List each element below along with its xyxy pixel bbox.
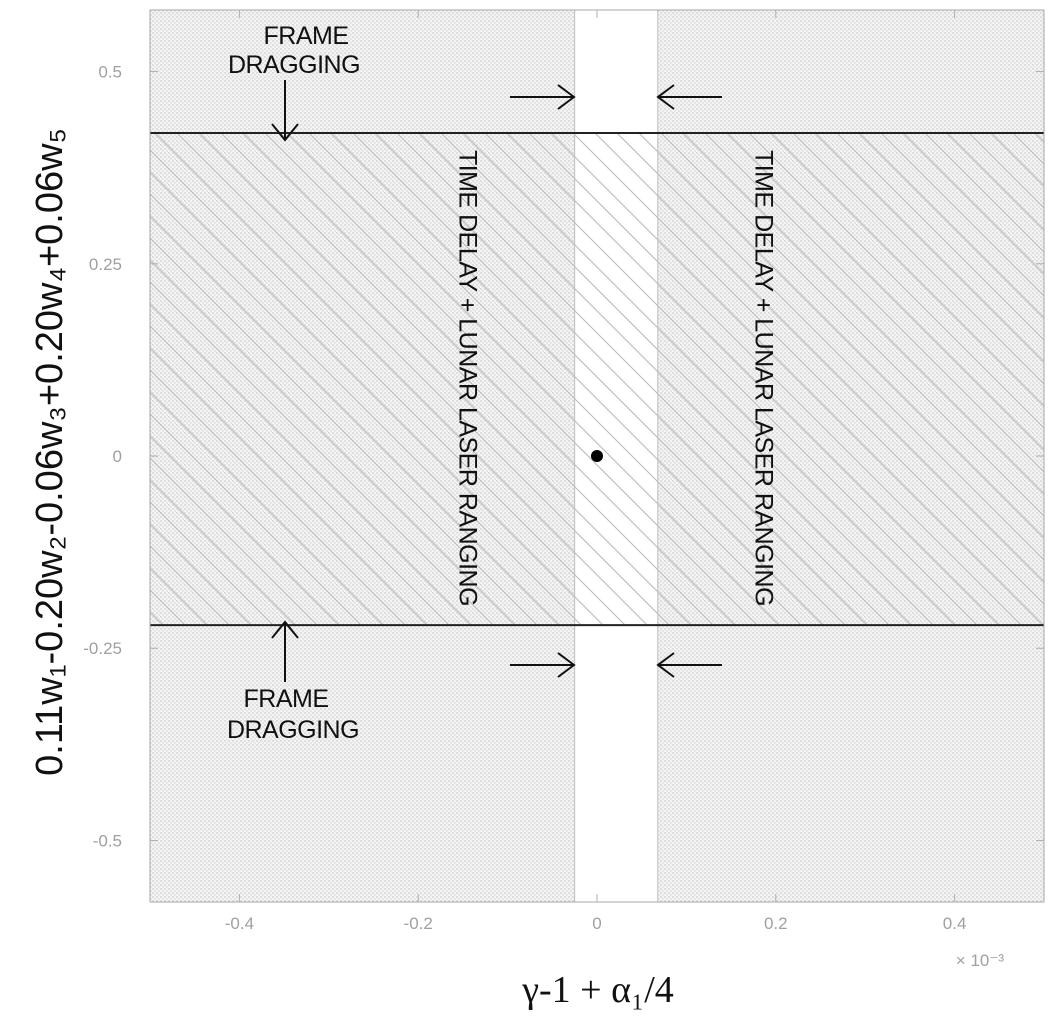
- time-delay-label-left: TIME DELAY + LUNAR LASER RANGING: [453, 150, 481, 606]
- frame-dragging-label-top: FRAME DRAGGING: [228, 22, 361, 79]
- arrow-right-icon: [510, 84, 576, 110]
- x-tick-label: 0.4: [943, 914, 967, 933]
- y-tick-label: 0.25: [89, 255, 122, 274]
- frame-dragging-bottom-line1: FRAME: [244, 685, 329, 713]
- y-tick-label: -0.25: [83, 639, 122, 658]
- arrow-left-icon: [656, 84, 722, 110]
- x-axis-label: γ-1 + α₁/4: [521, 969, 674, 1011]
- annotation-arrows: [271, 80, 722, 682]
- y-tick-label: 0.5: [98, 63, 122, 82]
- gr-point: [591, 450, 603, 462]
- y-tick-label: -0.5: [93, 831, 122, 850]
- arrow-down-icon: [271, 80, 299, 142]
- frame-dragging-band: [150, 133, 1044, 626]
- frame-dragging-bottom-line2: DRAGGING: [227, 716, 359, 744]
- x-axis-multiplier: × 10⁻³: [956, 951, 1005, 970]
- frame-dragging-top-line2: DRAGGING: [228, 51, 360, 79]
- plot-area: [149, 9, 1045, 903]
- time-delay-label-right: TIME DELAY + LUNAR LASER RANGING: [749, 150, 777, 606]
- frame-dragging-label-bottom: FRAME DRAGGING: [227, 685, 360, 744]
- arrow-left-icon: [656, 652, 722, 678]
- y-axis-label: 0.11w₁-0.20w₂-0.06w₃+0.20w₄+0.06w₅: [29, 128, 71, 776]
- arrow-right-icon: [510, 652, 576, 678]
- frame-dragging-top-line1: FRAME: [264, 22, 349, 50]
- x-tick-label: 0: [592, 914, 601, 933]
- y-tick-label: 0: [113, 447, 122, 466]
- x-tick-label: -0.2: [404, 914, 433, 933]
- x-tick-label: 0.2: [764, 914, 788, 933]
- axis-ticks: -0.4 -0.2 0 0.2 0.4 0.5 0.25 0 -0.25 -0.5: [83, 10, 1044, 933]
- x-tick-label: -0.4: [225, 914, 254, 933]
- arrow-up-icon: [271, 620, 299, 682]
